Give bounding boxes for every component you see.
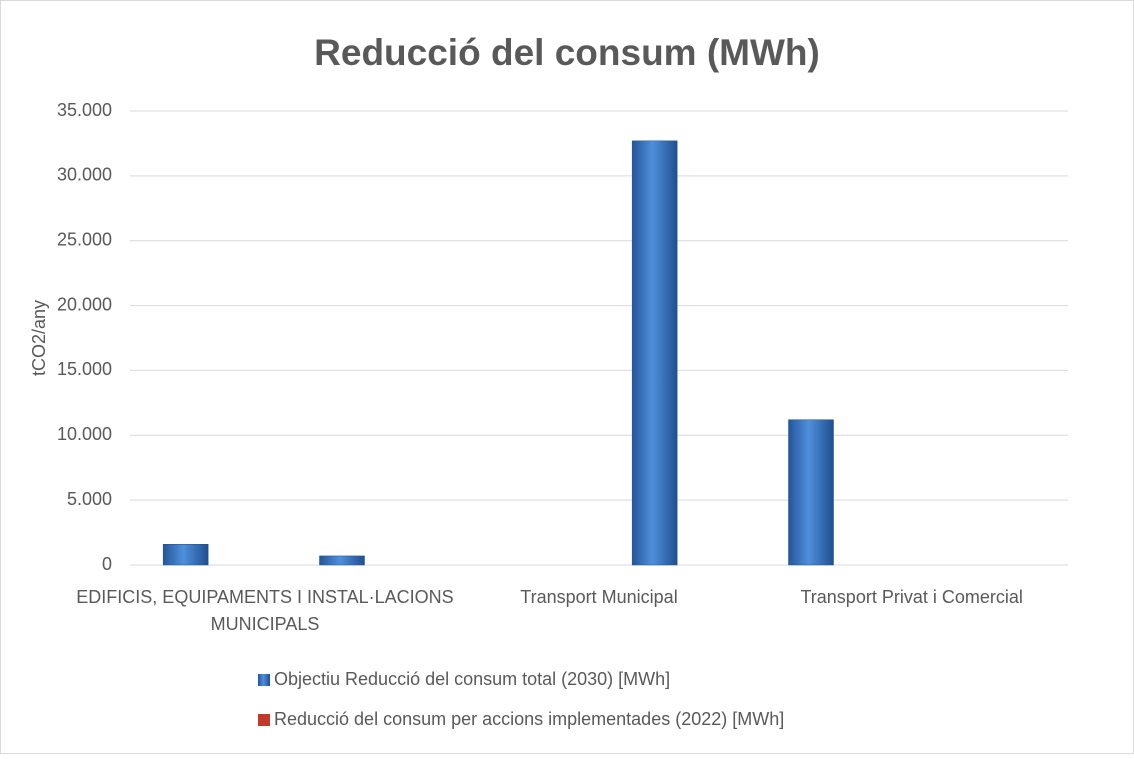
y-axis-label: tCO2/any — [29, 300, 49, 376]
y-tick-label: 20.000 — [57, 294, 112, 314]
y-tick-label: 35.000 — [57, 100, 112, 120]
bar — [319, 555, 365, 566]
legend-swatch — [258, 674, 270, 686]
bar — [631, 140, 678, 566]
x-tick-label: Transport Municipal — [520, 587, 677, 607]
y-tick-label: 25.000 — [57, 229, 112, 249]
y-tick-label: 10.000 — [57, 424, 112, 444]
x-tick-label: Transport Privat i Comercial — [800, 587, 1022, 607]
bar — [788, 419, 834, 566]
bar — [162, 543, 209, 566]
x-tick-label: EDIFICIS, EQUIPAMENTS I INSTAL·LACIONS MU… — [76, 587, 453, 634]
y-tick-label: 0 — [102, 554, 112, 574]
y-tick-label: 30.000 — [57, 165, 112, 185]
x-tick-label-line: EDIFICIS, EQUIPAMENTS I INSTAL·LACIONS — [76, 587, 453, 607]
y-tick-label: 5.000 — [67, 489, 112, 509]
chart-title: Reducció del consum (MWh) — [314, 32, 820, 73]
legend-label: Objectiu Reducció del consum total (2030… — [274, 669, 670, 689]
y-tick-label: 15.000 — [57, 359, 112, 379]
legend-swatch — [258, 714, 270, 726]
legend-label: Reducció del consum per accions implemen… — [274, 709, 784, 729]
x-tick-label-line: MUNICIPALS — [211, 614, 320, 634]
